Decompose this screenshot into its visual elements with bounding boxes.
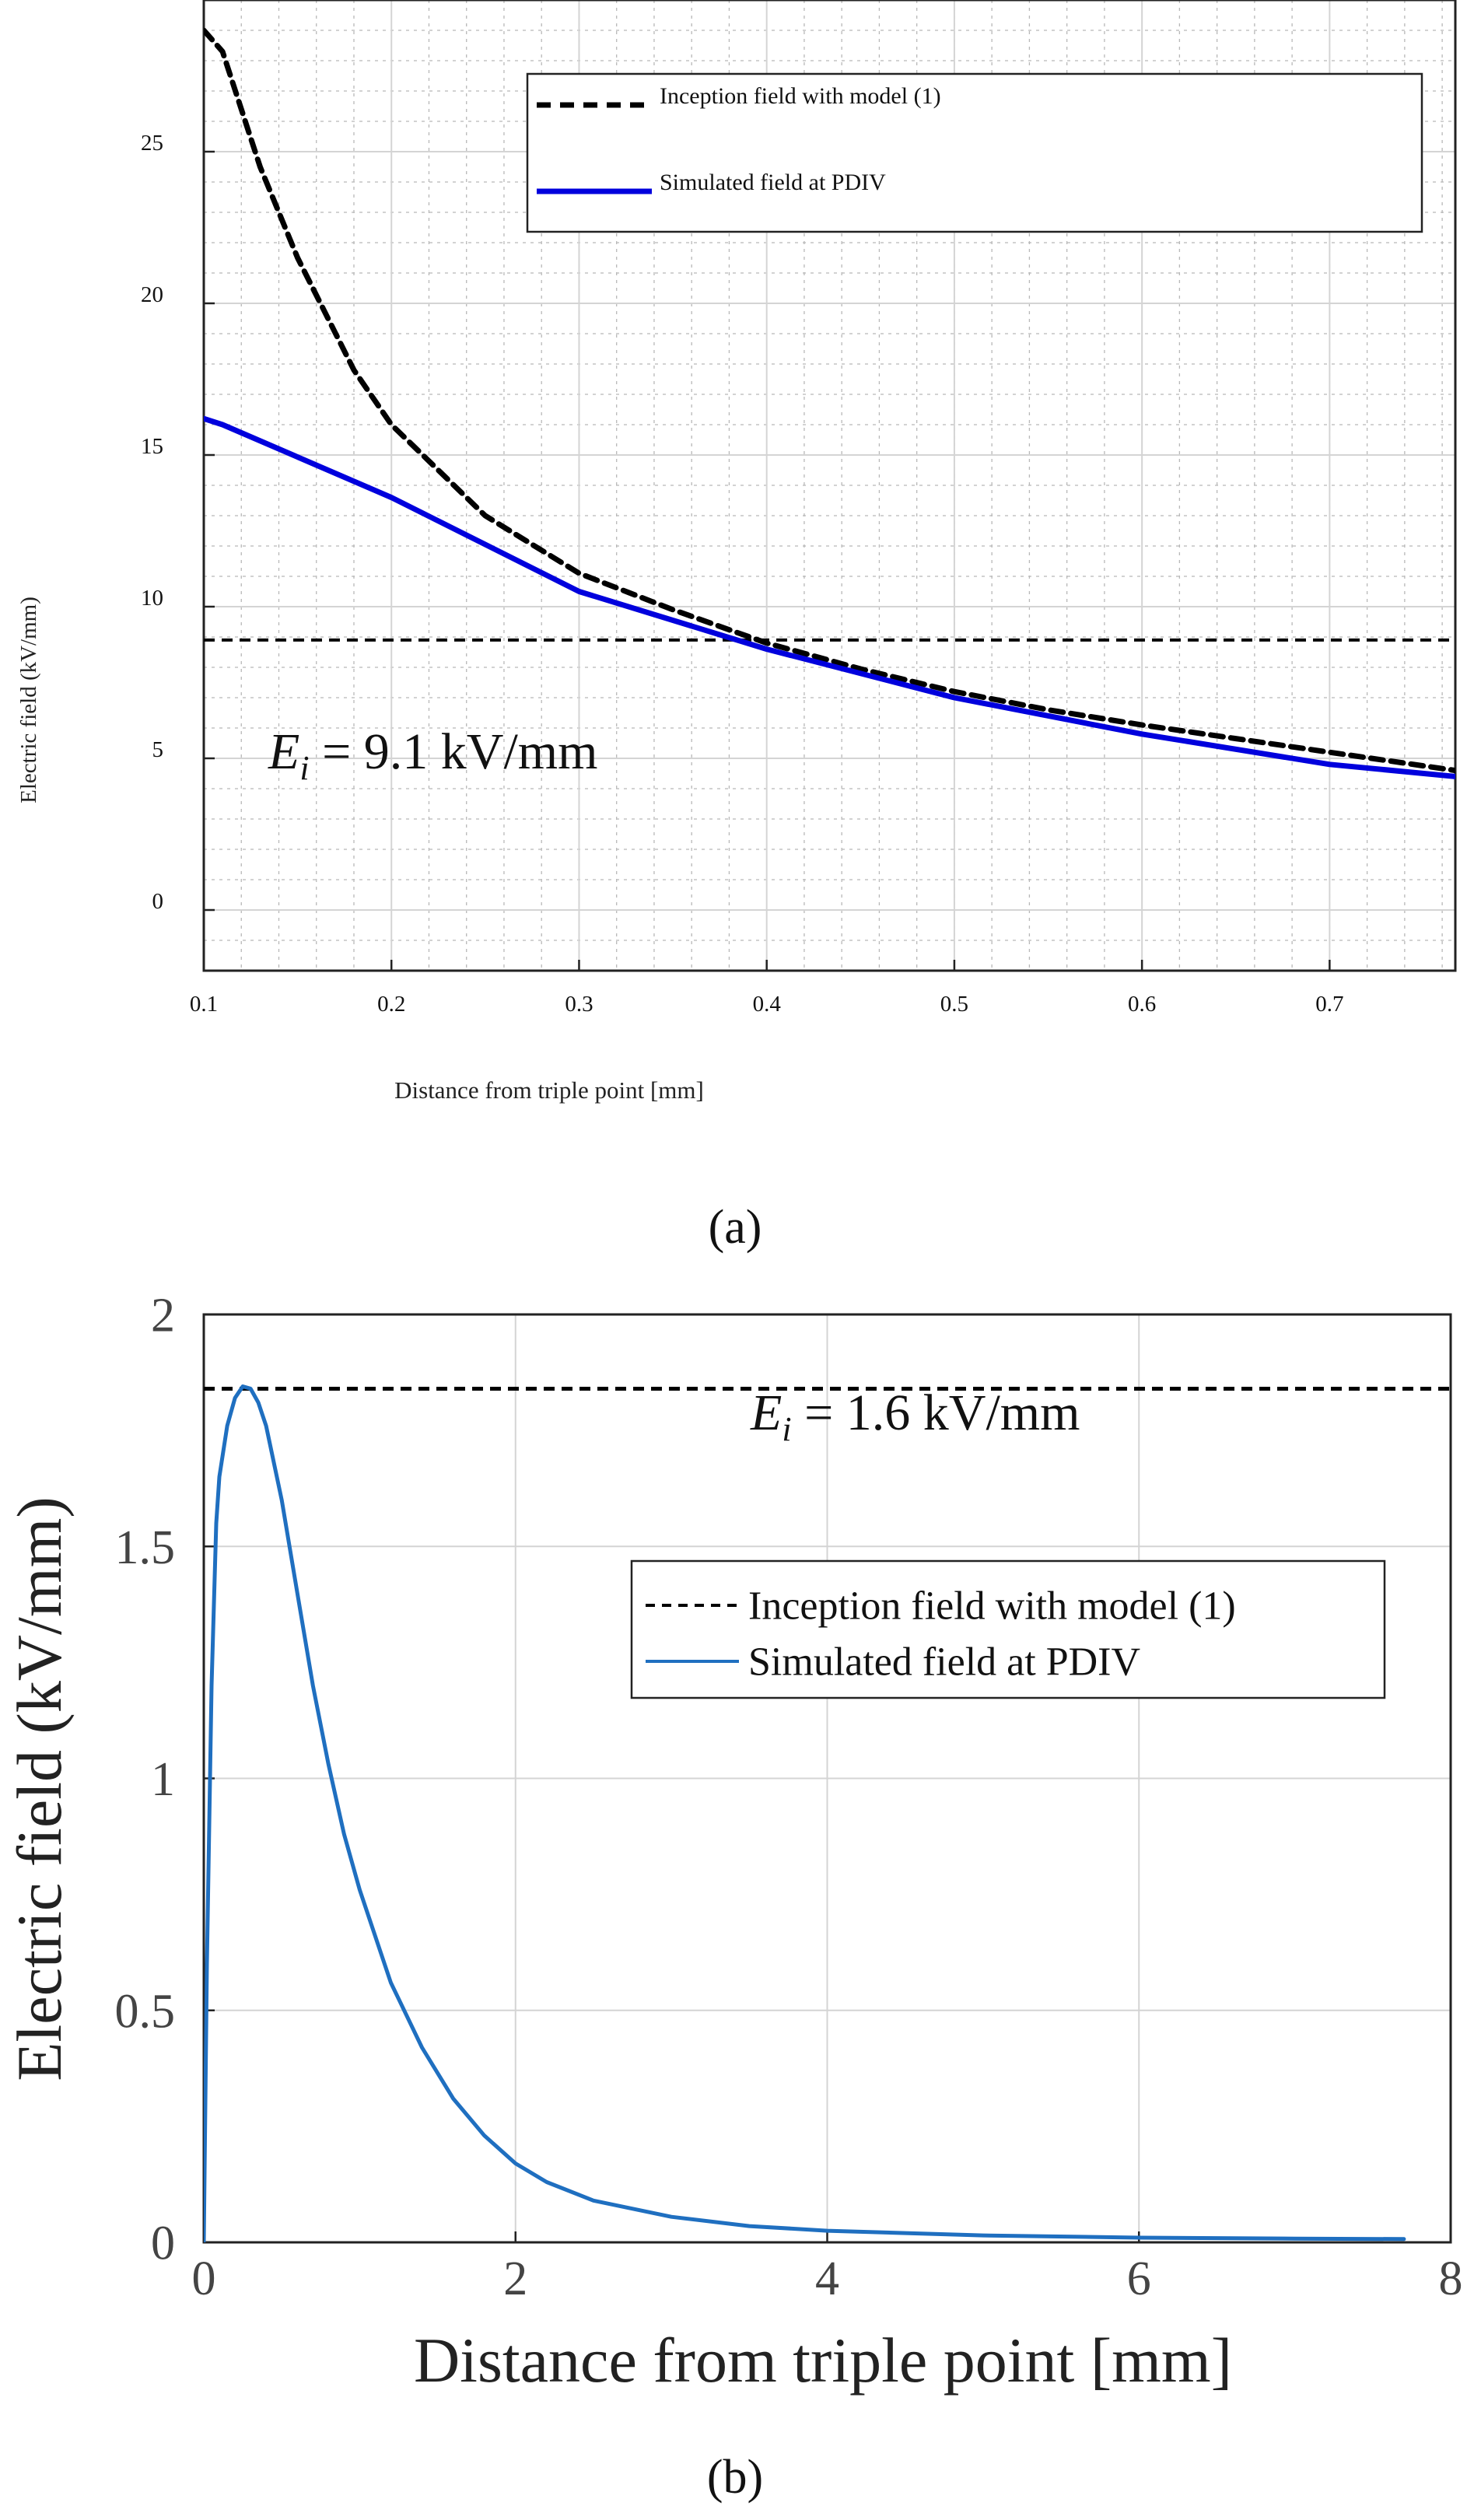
annotation-symbol: E [268, 723, 299, 780]
series-line-simulated-field [204, 1384, 1406, 2242]
x-tick-label: 0.7 [1315, 992, 1343, 1017]
x-tick-label: 8 [1439, 2252, 1463, 2305]
x-tick-label: 0.6 [1128, 992, 1156, 1017]
y-axis-label: Electric field (kV/mm) [4, 1496, 75, 2081]
y-tick-label: 0 [151, 2217, 175, 2270]
y-tick-label: 20 [141, 282, 163, 307]
x-tick-label: 0.1 [190, 992, 218, 1017]
x-tick-label: 0.4 [753, 992, 782, 1017]
legend-box [630, 1559, 1386, 1699]
legend: Inception field with model (1) Simulated … [526, 72, 1423, 233]
annotation-value: = 1.6 kV/mm [792, 1384, 1080, 1441]
x-tick-label: 0.3 [565, 992, 593, 1017]
x-tick-label: 0.2 [377, 992, 405, 1017]
y-tick-label: 10 [141, 586, 163, 611]
annotation-symbol: E [750, 1384, 782, 1441]
series-group [204, 27, 1455, 779]
annotation-value: = 9.1 kV/mm [310, 723, 598, 780]
panel-label: (b) [707, 2451, 763, 2504]
chart-panel-b: 0 2 4 6 8 0 0.5 1 1.5 2 Distance from triple point… [4, 1290, 1463, 2504]
legend: Inception field with model (1) Simulated … [630, 1559, 1386, 1699]
legend-label: Simulated field at PDIV [748, 1640, 1140, 1685]
y-tick-label: 15 [141, 434, 163, 459]
inception-field-annotation: Ei = 1.6 kV/mm [750, 1384, 1080, 1448]
legend-box [526, 72, 1423, 233]
series-group [204, 1384, 1406, 2242]
legend-label: Simulated field at PDIV [660, 170, 886, 195]
x-axis-label: Distance from triple point [mm] [414, 2325, 1232, 2396]
inception-field-annotation: Ei = 9.1 kV/mm [268, 723, 597, 787]
y-tick-label: 0 [152, 889, 164, 914]
y-tick-label: 2 [151, 1290, 175, 1342]
chart-panel-a: 0.1 0.2 0.3 0.4 0.5 0.6 0.7 0 5 10 15 20 25 30 Distanc… [16, 0, 1457, 1254]
series-line-inception-field [204, 27, 1455, 774]
y-tick-label: 25 [141, 131, 163, 156]
y-tick-label: 1 [151, 1753, 175, 1806]
y-tick-label: 0.5 [115, 1985, 176, 2038]
x-tick-label: 4 [815, 2252, 839, 2305]
annotation-subscript: i [782, 1410, 791, 1448]
y-tick-label: 30 [141, 0, 163, 4]
y-tick-label: 5 [152, 737, 164, 762]
x-tick-label: 2 [503, 2252, 527, 2305]
panel-label: (a) [709, 1201, 762, 1254]
axes-frame [202, 0, 1457, 972]
series-line-simulated-field [204, 415, 1455, 779]
y-axis-label: Electric field (kV/mm) [16, 597, 41, 803]
x-axis-label: Distance from triple point [mm] [394, 1076, 704, 1104]
annotation-subscript: i [299, 749, 309, 787]
y-tick-label: 1.5 [115, 1521, 176, 1574]
x-tick-label: 0 [192, 2252, 216, 2305]
legend-label: Inception field with model (1) [748, 1584, 1236, 1629]
x-tick-label: 6 [1127, 2252, 1151, 2305]
x-tick-label: 0.5 [940, 992, 968, 1017]
legend-label: Inception field with model (1) [660, 83, 941, 109]
